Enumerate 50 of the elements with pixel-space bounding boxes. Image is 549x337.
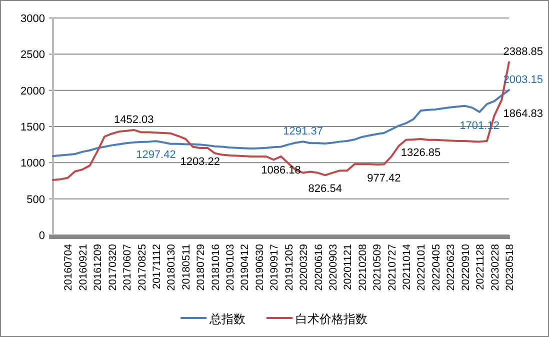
x-tick-label: 20210509	[372, 244, 384, 291]
data-label: 2388.85	[503, 46, 543, 58]
x-tick-label: 20181016	[210, 244, 222, 291]
x-tick-label: 20201121	[342, 244, 354, 290]
y-tick-label: 2500	[20, 49, 45, 62]
x-tick-label: 20191205	[283, 244, 296, 291]
x-tick-label: 20170607	[122, 244, 134, 291]
x-tick-label: 20170320	[106, 244, 119, 291]
data-label: 1203.22	[180, 156, 220, 168]
y-tick-label: 1000	[20, 158, 45, 170]
x-tick-label: 20190412	[239, 244, 252, 291]
x-tick-label: 20230228	[489, 244, 502, 291]
data-label: 1297.42	[136, 149, 176, 162]
x-tick-label: 20211014	[401, 244, 414, 290]
data-label: 826.54	[308, 183, 342, 196]
x-tick-label: 20221128	[474, 244, 487, 290]
x-tick-label: 20220101	[416, 244, 428, 291]
x-tick-label: 20200903	[327, 244, 340, 291]
data-label: 1326.85	[400, 147, 441, 160]
x-tick-label: 20161209	[92, 244, 104, 291]
x-tick-label: 20190917	[268, 244, 281, 291]
y-tick-label: 2000	[20, 85, 45, 98]
x-tick-label: 20220910	[460, 244, 472, 291]
y-tick-label: 3000	[20, 13, 45, 25]
legend-label: 白术价格指数	[296, 312, 368, 326]
x-tick-label: 20170825	[136, 244, 148, 291]
x-tick-label: 20180511	[180, 244, 192, 290]
y-tick-label: 1500	[20, 122, 45, 134]
x-tick-label: 20190103	[224, 244, 237, 291]
data-label: 1086.18	[261, 164, 301, 176]
x-tick-label: 20180130	[166, 244, 178, 291]
x-tick-label: 20230518	[504, 244, 516, 291]
x-tick-label: 20160921	[77, 244, 90, 291]
y-tick-label: 0	[38, 230, 45, 242]
data-label: 1291.37	[283, 126, 323, 138]
x-tick-label: 20210208	[356, 244, 369, 291]
data-label: 1864.83	[503, 108, 543, 120]
x-tick-label: 20210727	[386, 244, 398, 291]
data-label: 977.42	[367, 172, 401, 184]
data-label: 1452.03	[114, 114, 154, 126]
x-tick-label: 20220623	[445, 244, 458, 291]
x-tick-label: 20180729	[195, 244, 208, 291]
legend-label: 总指数	[208, 312, 246, 326]
y-tick-label: 500	[26, 194, 45, 206]
x-tick-label: 20200616	[312, 244, 325, 291]
x-tick-label: 20190630	[254, 244, 266, 291]
x-tick-label: 20200329	[298, 244, 310, 291]
x-tick-label: 20220405	[430, 244, 442, 291]
x-tick-label: 20160704	[62, 244, 75, 291]
x-tick-label: 20171112	[150, 244, 163, 290]
